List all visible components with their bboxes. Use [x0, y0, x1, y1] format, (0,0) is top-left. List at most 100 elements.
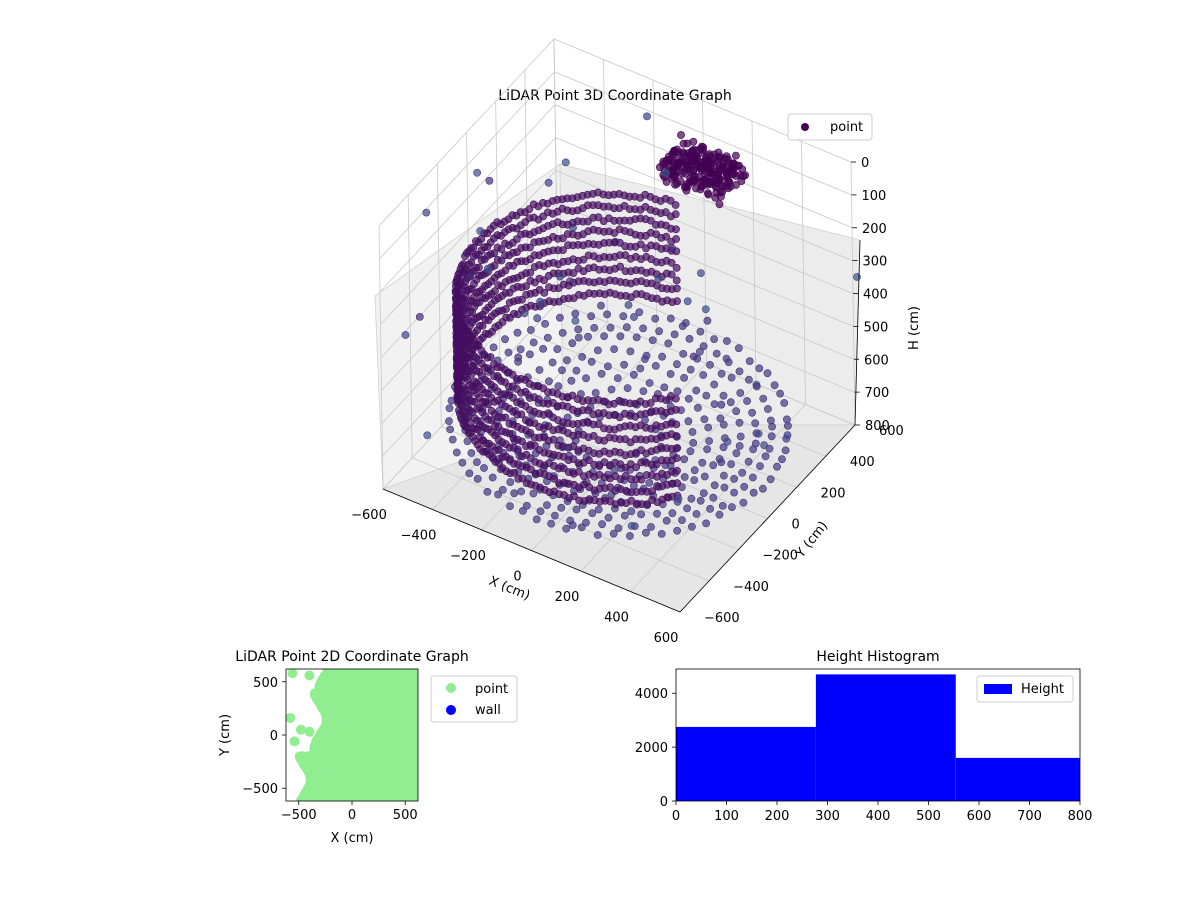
lidar-point — [680, 473, 689, 481]
lidar-point — [655, 327, 663, 336]
lidar-point — [720, 483, 729, 492]
lidar-point — [525, 394, 534, 402]
legend-3d: point — [787, 113, 873, 141]
lidar-point — [627, 522, 636, 530]
lidar-point — [722, 354, 731, 363]
lidar-point — [549, 413, 557, 422]
lidar-point — [556, 272, 564, 281]
lidar-point — [554, 382, 563, 391]
lidar-point — [668, 509, 677, 518]
lidar-point — [458, 382, 467, 391]
grid-h — [379, 71, 852, 260]
lidar-point — [748, 408, 756, 417]
lidar-point — [645, 379, 654, 387]
y-tick-3d: −400 — [733, 580, 769, 595]
lidar-point — [458, 416, 466, 424]
lidar-point — [760, 441, 768, 449]
lidar-point — [626, 532, 634, 540]
lidar-point — [587, 312, 595, 321]
lidar-point — [681, 183, 689, 192]
lidar-point — [545, 377, 553, 386]
z-tick-3d: 400 — [863, 288, 888, 303]
lidar-point — [563, 230, 572, 238]
lidar-point — [679, 139, 688, 148]
lidar-point — [554, 441, 563, 450]
lidar-point — [652, 220, 660, 229]
lidar-point — [510, 489, 519, 498]
lidar-point — [740, 482, 749, 491]
lidar-point — [593, 531, 602, 539]
lidar-point — [472, 458, 481, 466]
x-axis-label-3d: X (cm) — [487, 574, 532, 604]
lidar-point — [702, 391, 711, 400]
lidar-point — [520, 309, 529, 318]
lidar-point — [642, 528, 650, 537]
lidar-point — [457, 389, 466, 398]
lidar-point — [489, 343, 498, 352]
lidar-point — [514, 353, 523, 362]
lidar-point — [671, 201, 680, 209]
lidar-point — [699, 371, 708, 379]
y-tick-3d: 600 — [879, 424, 904, 439]
lidar-point — [754, 429, 763, 438]
lidar-point — [624, 301, 633, 309]
lidar-point — [483, 487, 492, 496]
lidar-point — [446, 425, 454, 434]
lidar-point — [422, 208, 431, 217]
lidar-point — [711, 193, 720, 202]
lidar-point — [532, 515, 541, 524]
lidar-point — [487, 406, 496, 415]
z-tick-3d: 200 — [862, 222, 887, 237]
lidar-point — [473, 168, 481, 177]
lidar-point — [505, 298, 514, 307]
lidar-point — [501, 251, 509, 260]
lidar-point — [493, 243, 502, 252]
lidar-point — [761, 452, 770, 461]
lidar-point — [744, 457, 753, 466]
lidar-point — [490, 360, 498, 368]
lidar-point — [699, 342, 708, 351]
z-axis-line — [854, 239, 861, 426]
lidar-point — [666, 314, 675, 323]
lidar-point — [457, 354, 466, 362]
lidar-point — [533, 314, 542, 323]
lidar-point — [493, 255, 502, 264]
lidar-point — [543, 501, 551, 509]
lidar-point — [654, 275, 663, 283]
lidar-point — [584, 332, 592, 341]
lidar-point — [773, 462, 781, 471]
lidar-point — [780, 399, 789, 407]
lidar-point — [568, 339, 577, 348]
lidar-point — [651, 394, 660, 403]
lidar-point — [401, 331, 410, 339]
lidar-point — [692, 386, 701, 395]
lidar-point — [530, 433, 539, 442]
y-tick-3d: 200 — [821, 486, 846, 501]
lidar-point — [764, 405, 772, 413]
lidar-point — [782, 434, 791, 443]
lidar-point — [637, 458, 646, 467]
lidar-point — [526, 350, 534, 359]
lidar-point — [672, 263, 681, 272]
lidar-point — [466, 272, 474, 281]
lidar-point — [483, 264, 492, 273]
lidar-point — [490, 372, 499, 381]
lidar-point — [732, 407, 741, 416]
lidar-point — [685, 334, 694, 343]
lidar-point — [522, 290, 531, 299]
lidar-point — [662, 516, 671, 525]
lidar-point — [578, 352, 586, 361]
z-tick-3d: 0 — [861, 156, 869, 171]
lidar-point — [659, 157, 668, 166]
lidar-point — [448, 435, 457, 444]
lidar-point — [677, 131, 685, 139]
lidar-point — [723, 337, 731, 345]
lidar-point — [494, 281, 503, 290]
lidar-point — [557, 503, 566, 512]
lidar-point — [517, 487, 526, 496]
lidar-point — [688, 428, 697, 436]
lidar-point — [686, 365, 695, 374]
lidar-point — [704, 423, 713, 432]
lidar-point — [716, 414, 725, 423]
lidar-point — [521, 416, 530, 424]
